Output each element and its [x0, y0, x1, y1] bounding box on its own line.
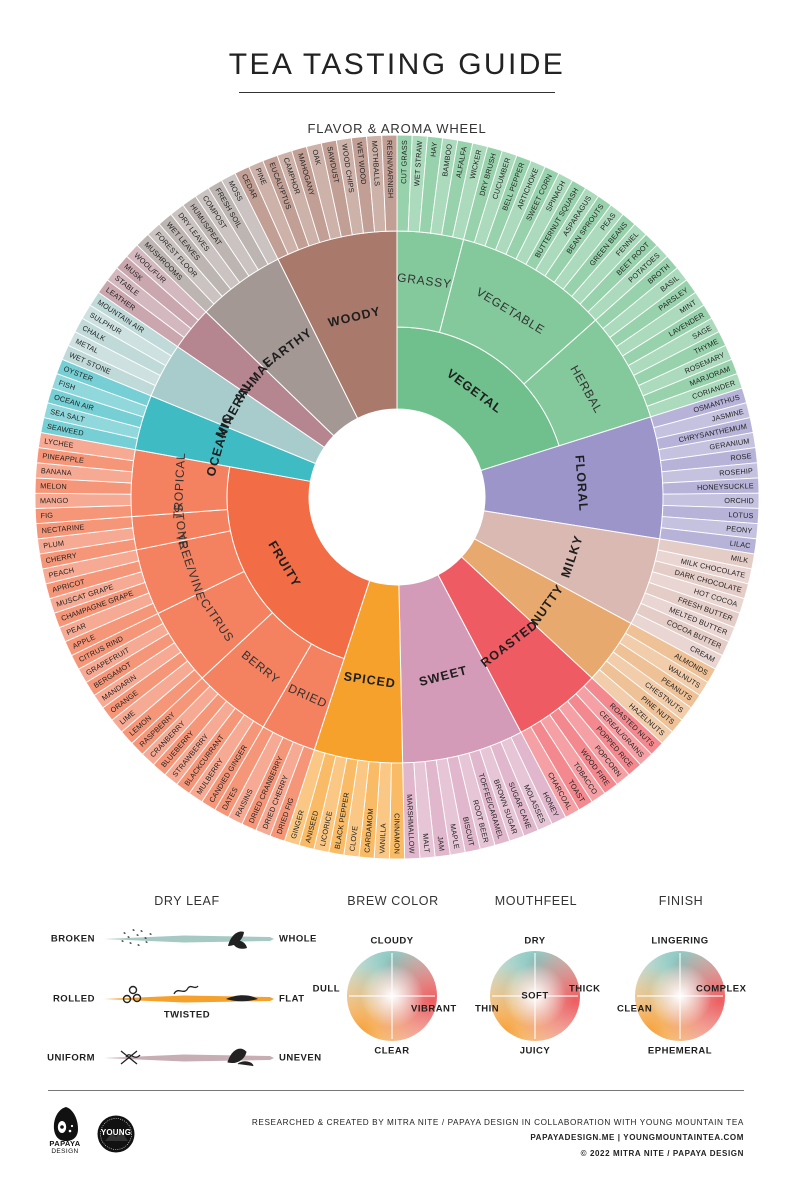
wheel-center — [309, 409, 485, 585]
flavor-label: PLUM — [43, 538, 65, 550]
flavor-label: RESIN/VARNISH — [385, 140, 395, 198]
brew-color-right-label: VIBRANT — [411, 1004, 457, 1015]
dry-leaf-scale-left-label: UNIFORM — [47, 1053, 95, 1064]
twisted-leaf-icon — [173, 985, 199, 995]
mouthfeel-circle — [490, 951, 580, 1041]
flavor-label: MANGO — [40, 496, 69, 505]
flavor-label: CUT GRASS — [399, 140, 409, 184]
papaya-logo-name: PAPAYA — [49, 1139, 81, 1148]
papaya-logo-icon — [53, 1107, 78, 1141]
flavor-label: MAPLE — [448, 823, 461, 850]
brew-color-bottom-label: CLEAR — [374, 1046, 409, 1057]
flavor-label: FIG — [40, 511, 53, 521]
brew-color-circle — [347, 951, 437, 1041]
subcategory-label-grassy: GRASSY — [396, 270, 452, 291]
flavor-label: WET WOOD — [355, 142, 368, 186]
flavor-label: OAK — [311, 149, 323, 167]
credit-line: RESEARCHED & CREATED BY MITRA NITE / PAP… — [251, 1118, 744, 1127]
flavor-label: LILAC — [729, 538, 751, 550]
subcategory-label-tropical: TROPICAL — [171, 452, 188, 519]
dry-leaf-scale-right-label: WHOLE — [279, 934, 317, 945]
credit-websites: PAPAYADESIGN.ME | YOUNGMOUNTAINTEA.COM — [530, 1133, 744, 1142]
young-mountain-tea-logo-icon — [97, 1115, 135, 1153]
flavor-label: WET STRAW — [412, 140, 424, 186]
dry-leaf-scale-right-label: UNEVEN — [279, 1053, 322, 1064]
category-label-floral: FLORAL — [572, 455, 590, 513]
dry-leaf-title: DRY LEAF — [154, 894, 220, 908]
flavor-label: MARSHMALLOW — [405, 794, 417, 854]
flavor-label: LOTUS — [728, 510, 754, 520]
mouthfeel-title: MOUTHFEEL — [494, 894, 578, 908]
flavor-label: MOTHBALLS — [370, 140, 382, 186]
dry-leaf-scale-left-label: ROLLED — [53, 994, 95, 1005]
flavor-cell-resin-varnish — [381, 134, 398, 232]
brew-color-title: BREW COLOR — [347, 894, 439, 908]
brew-color-left-label: DULL — [313, 984, 340, 995]
flavor-label: MILK — [730, 553, 749, 565]
flavor-label: MELON — [40, 481, 67, 491]
subcategory-label-stone: STONE — [171, 503, 191, 550]
dry-leaf-scale-bar — [104, 935, 274, 943]
brew-color-top-label: CLOUDY — [370, 936, 413, 947]
flavor-label: HONEYSUCKLE — [697, 481, 754, 492]
flavor-label: JAM — [436, 836, 447, 852]
flavor-label: ROSE — [730, 451, 752, 462]
flavor-label: PEONY — [726, 524, 753, 535]
flavor-label: CARDAMOM — [362, 808, 375, 853]
credit-copyright: © 2022 MITRA NITE / PAPAYA DESIGN — [580, 1149, 744, 1158]
uniform-leaf-icon — [120, 1050, 141, 1065]
flat-leaf-icon — [226, 995, 258, 1002]
mouthfeel-top-label: DRY — [524, 936, 545, 947]
title-underline — [239, 92, 555, 93]
flavor-label: ORCHID — [724, 496, 754, 505]
uneven-leaf-icon — [227, 1048, 254, 1067]
flavor-label: VANILLA — [377, 823, 387, 854]
mouthfeel-center-label: SOFT — [521, 991, 548, 1002]
mouthfeel-left-label: THIN — [475, 1004, 499, 1015]
finish-top-label: LINGERING — [651, 936, 708, 947]
finish-right-label: COMPLEX — [696, 984, 747, 995]
finish-bottom-label: EPHEMERAL — [648, 1046, 712, 1057]
broken-leaf-icon — [121, 929, 152, 947]
flavor-label: CINNAMON — [393, 813, 402, 854]
flavor-label: NECTARINE — [41, 522, 85, 535]
dry-leaf-scale-right-label: FLAT — [279, 994, 305, 1005]
poster-title: TEA TASTING GUIDE — [228, 48, 566, 81]
mouthfeel-right-label: THICK — [569, 984, 601, 995]
finish-circle — [635, 951, 725, 1041]
flavor-label: ROSEHIP — [719, 466, 753, 477]
young-logo-text: YOUNG — [100, 1128, 132, 1137]
flavor-label: HAY — [429, 142, 440, 158]
papaya-logo-sub: DESIGN — [51, 1148, 79, 1155]
poster-subtitle: FLAVOR & AROMA WHEEL — [307, 121, 487, 136]
finish-title: FINISH — [658, 894, 704, 908]
flavor-label: BANANA — [41, 466, 73, 477]
flavor-label: CLOVE — [347, 825, 359, 851]
finish-left-label: CLEAN — [617, 1004, 652, 1015]
flavor-label: MALT — [421, 833, 432, 854]
mouthfeel-bottom-label: JUICY — [520, 1046, 551, 1057]
whole-leaf-icon — [228, 931, 247, 949]
dry-leaf-scale-middle-label: TWISTED — [164, 1010, 210, 1021]
dry-leaf-scale-left-label: BROKEN — [51, 934, 95, 945]
rolled-leaf-icon — [122, 985, 142, 1004]
footer-divider — [48, 1090, 744, 1091]
